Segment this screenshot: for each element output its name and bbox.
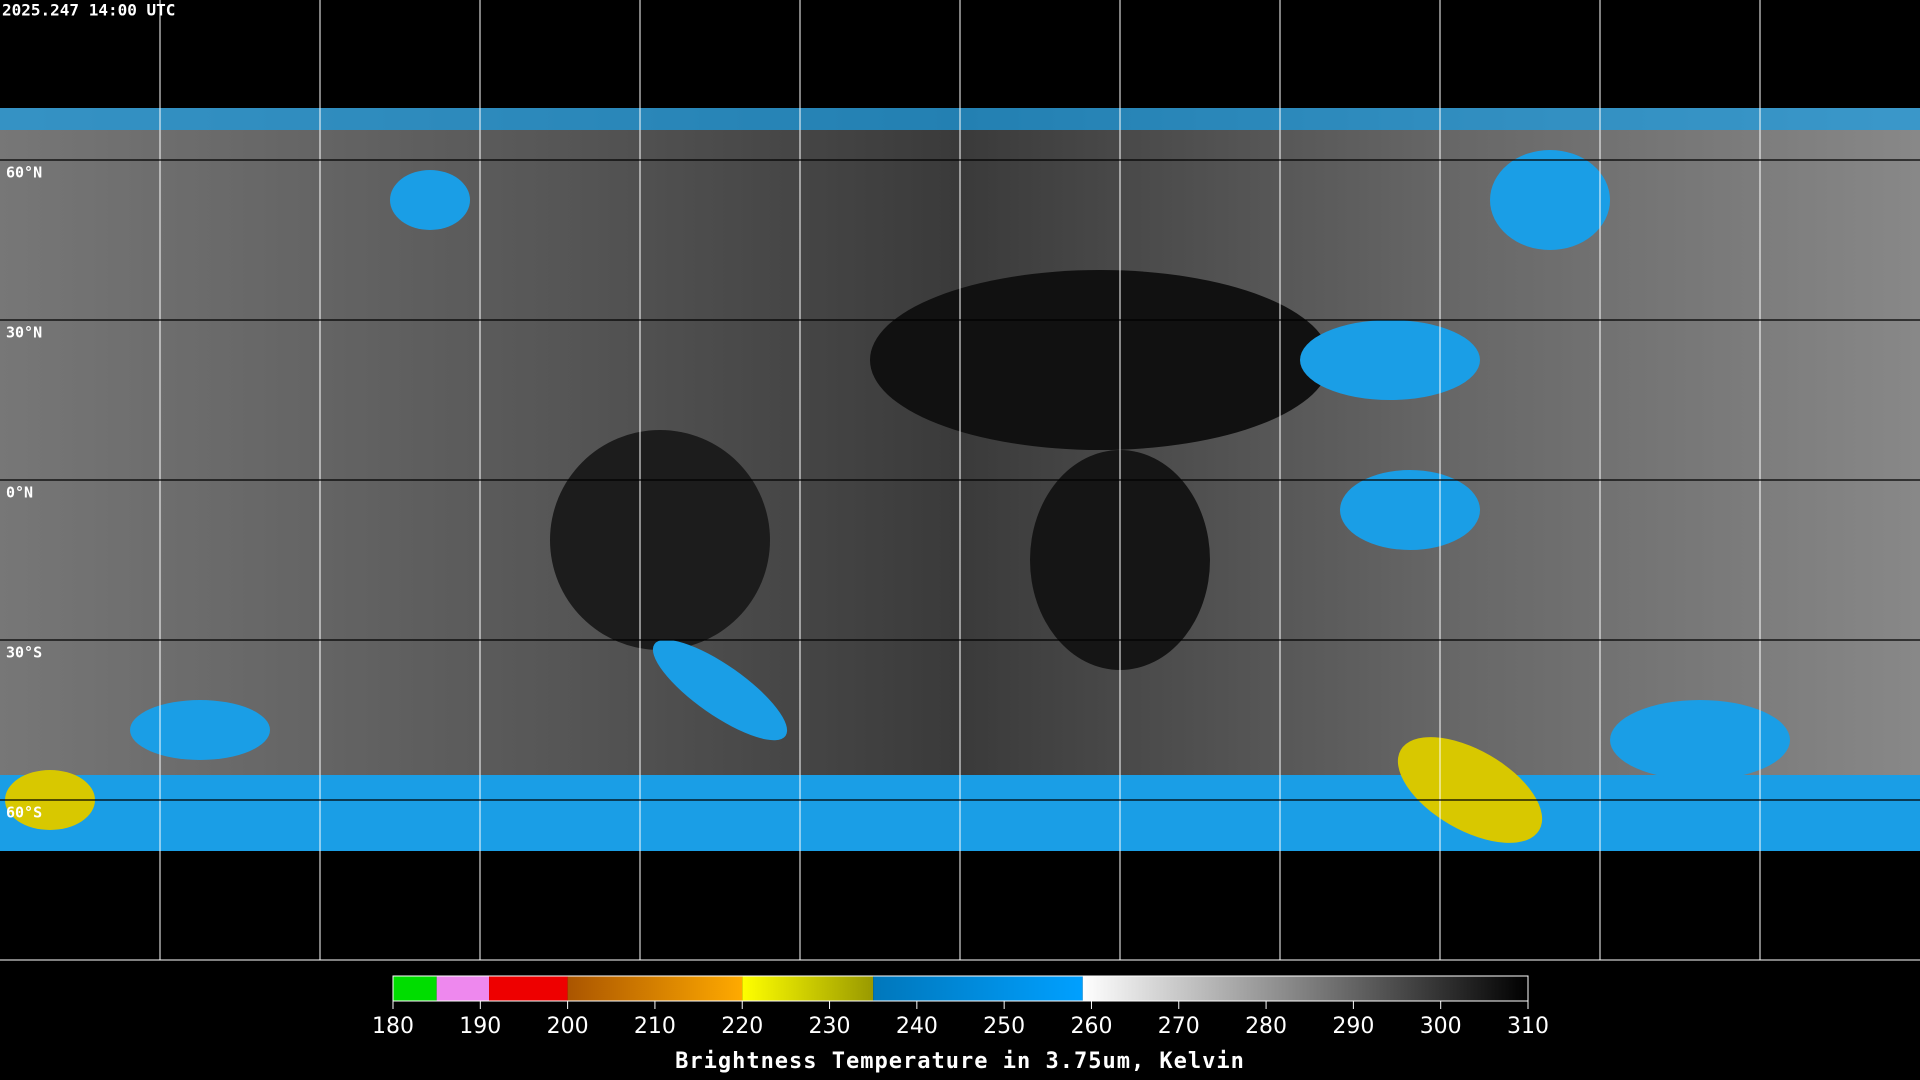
colorbar-segment (1082, 976, 1528, 1001)
colorbar-tick-label: 210 (634, 1014, 676, 1039)
colorbar-tick-label: 310 (1507, 1014, 1549, 1039)
colorbar-segment (489, 976, 568, 1001)
dark-land (550, 430, 770, 650)
cold-cloud (1490, 150, 1610, 250)
colorbar: 180 190 200 210 220 230 240 250 260 270 280 290 300 3… (372, 975, 1549, 1039)
latitude-label: 30°N (6, 324, 42, 342)
colorbar-tick-label: 300 (1420, 1014, 1462, 1039)
colorbar-tick-label: 220 (721, 1014, 763, 1039)
colorbar-tick-label: 290 (1332, 1014, 1374, 1039)
colorbar-tick-label: 230 (809, 1014, 851, 1039)
latitude-label: 60°S (6, 804, 42, 822)
cold-cloud (1300, 320, 1480, 400)
cold-cloud (390, 170, 470, 230)
colorbar-tick-label: 280 (1245, 1014, 1287, 1039)
cold-cloud (130, 700, 270, 760)
dark-land (870, 270, 1330, 450)
colorbar-tick-label: 240 (896, 1014, 938, 1039)
colorbar-segment (873, 976, 1083, 1001)
graticule: 60°N 30°N 0°N 30°S 60°S (0, 0, 1920, 961)
colorbar-tick-label: 260 (1070, 1014, 1112, 1039)
colorbar-segment (742, 976, 874, 1001)
latitude-label: 0°N (6, 484, 33, 502)
latitude-label: 60°N (6, 164, 42, 182)
colorbar-segment (567, 976, 743, 1001)
latitude-label: 30°S (6, 644, 42, 662)
cold-cloud (1397, 737, 1543, 843)
colorbar-label: Brightness Temperature in 3.75um, Kelvin (675, 1049, 1245, 1074)
colorbar-segment (436, 976, 490, 1001)
colorbar-segment (393, 976, 437, 1001)
cold-cloud (1610, 700, 1790, 780)
colorbar-tick-label: 190 (459, 1014, 501, 1039)
colorbar-frame (392, 975, 1529, 1002)
cold-cloud (1340, 470, 1480, 550)
cold-cloud (652, 639, 788, 741)
colorbar-tick-label: 200 (547, 1014, 589, 1039)
colorbar-tick-label: 250 (983, 1014, 1025, 1039)
colorbar-tick-label: 270 (1158, 1014, 1200, 1039)
timestamp: 2025.247 14:00 UTC (2, 1, 175, 20)
colorbar-tick-label: 180 (372, 1014, 414, 1039)
